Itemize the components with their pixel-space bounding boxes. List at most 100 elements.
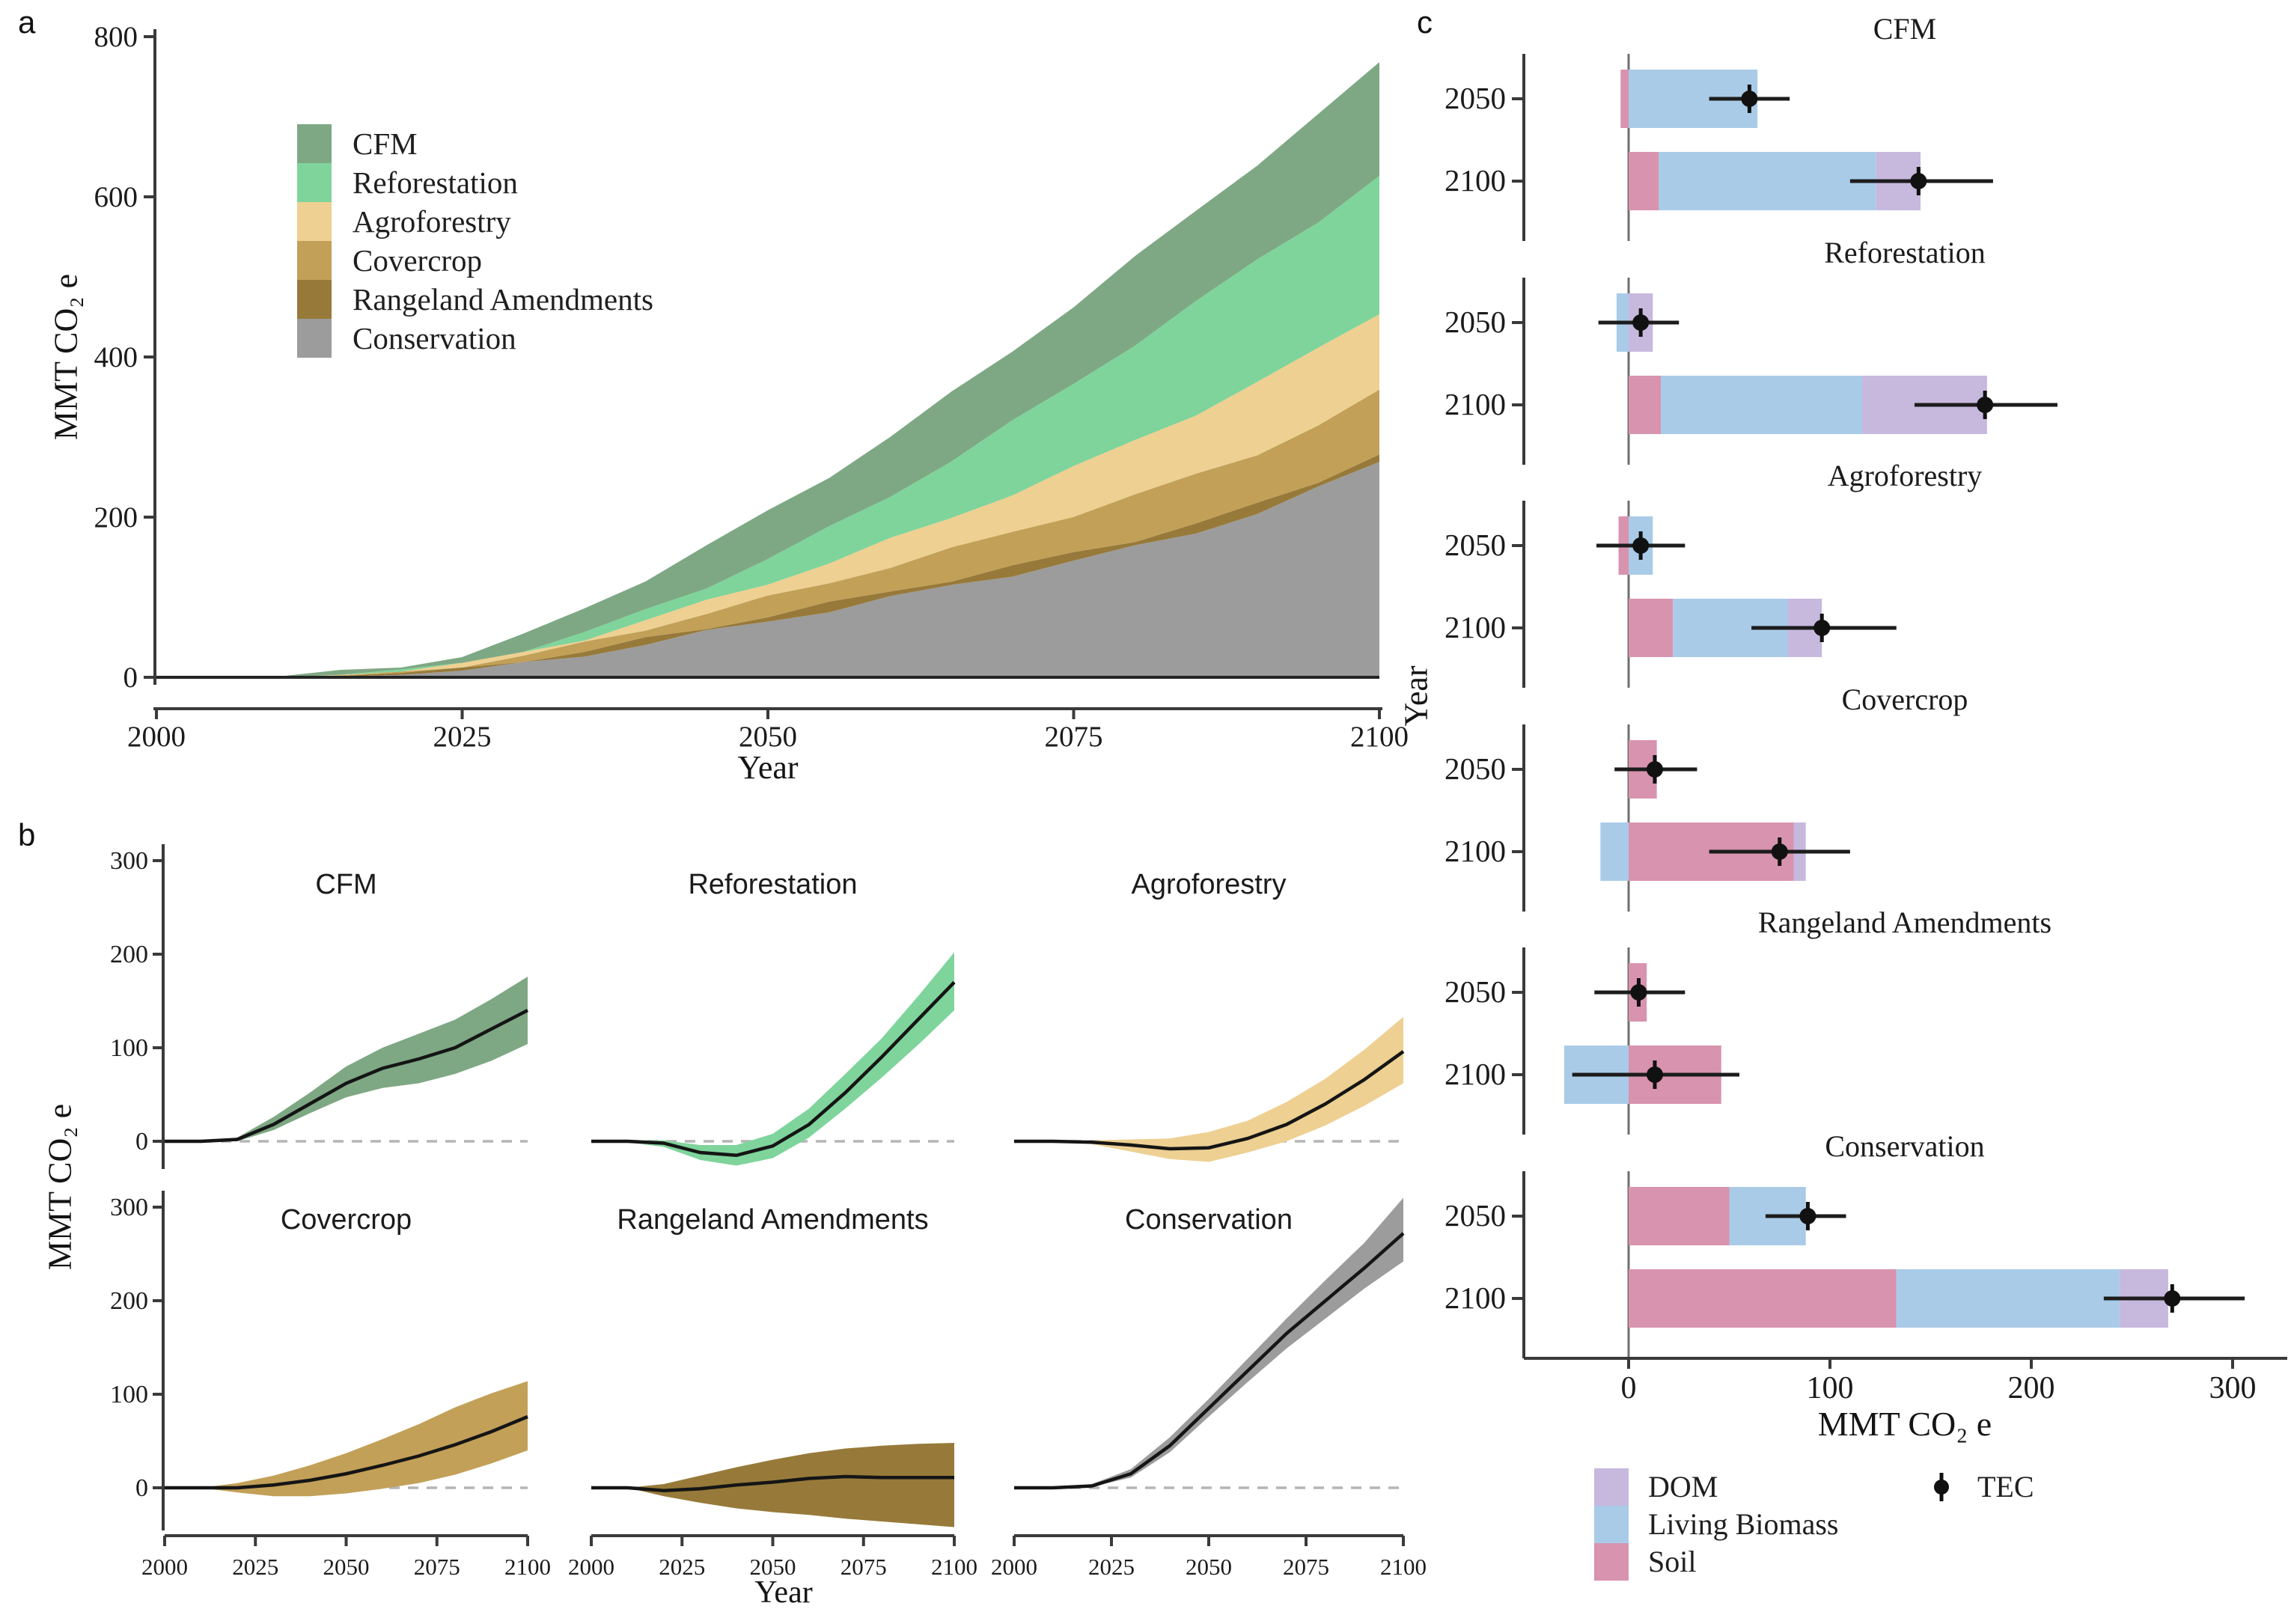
panel-c-year-label-rangeland-2100: 2100: [1445, 1057, 1506, 1091]
panel-c-year-label-agroforestry-2100: 2100: [1445, 610, 1506, 644]
legend-item-agroforestry: Agroforestry: [297, 202, 653, 241]
legend-swatch-conservation: [297, 319, 332, 358]
panel-b-x-tick-label: 2075: [414, 1554, 460, 1580]
panel-c-year-label-agroforestry-2050: 2050: [1445, 528, 1506, 562]
panel-c-y-axis-title: Year: [1397, 665, 1435, 727]
panel-c-title-covercrop: Covercrop: [1842, 683, 1968, 716]
panel-b-title-reforestation: Reforestation: [688, 869, 857, 900]
legend-label-covercrop: Covercrop: [353, 243, 483, 278]
panel-b-x-tick-label: 2050: [323, 1554, 370, 1580]
panel-a-y-tick-label: 800: [94, 21, 138, 53]
panel-label-a: a: [18, 4, 36, 40]
panel-c-title-rangeland: Rangeland Amendments: [1758, 906, 2051, 939]
panel-b-x-tick-label: 2025: [659, 1554, 705, 1580]
ribbon-reforestation: [591, 952, 954, 1166]
ribbon-rangeland: [591, 1443, 954, 1527]
legend-swatch-soil: [1594, 1543, 1629, 1581]
panel-a-legend: CFM Reforestation Agroforestry Covercrop…: [297, 124, 653, 358]
panel-c-year-label-covercrop-2050: 2050: [1445, 751, 1506, 786]
legend-label-soil: Soil: [1648, 1545, 1697, 1578]
panel-b-x-tick-label: 2075: [841, 1554, 887, 1580]
panel-c-x-axis-title: MMT CO₂ e: [1817, 1405, 1992, 1443]
legend-label-conservation: Conservation: [353, 321, 516, 355]
ribbon-conservation: [1014, 1197, 1403, 1488]
panel-b-x-tick-label: 2100: [1380, 1554, 1427, 1580]
legend-label-agroforestry: Agroforestry: [353, 204, 511, 239]
panel-c-x-tick-label: 100: [1807, 1371, 1854, 1405]
panel-b-x-tick-label: 2100: [931, 1554, 977, 1580]
legend-swatch-covercrop: [297, 241, 332, 280]
panel-a-y-tick-label: 200: [94, 501, 138, 534]
panel-b-x-tick-label: 2100: [504, 1554, 551, 1580]
bar-cfm-2100-soil: [1629, 152, 1659, 210]
panel-b-title-rangeland: Rangeland Amendments: [617, 1204, 928, 1236]
tec-point-cfm-2100: [1910, 173, 1927, 189]
legend-item-rangeland: Rangeland Amendments: [297, 280, 653, 319]
legend-item-living-biomass: Living Biomass: [1594, 1506, 1838, 1543]
legend-label-dom: DOM: [1648, 1470, 1718, 1504]
mean-line-agroforestry: [1014, 1050, 1405, 1151]
panel-c-year-label-conservation-2100: 2100: [1445, 1280, 1506, 1315]
bar-agroforestry-2100-soil: [1629, 599, 1674, 657]
ribbon-covercrop: [165, 1381, 528, 1497]
legend-item-reforestation: Reforestation: [297, 163, 653, 202]
area-cfm: [156, 61, 1379, 678]
area-reforestation: [156, 175, 1379, 677]
panel-c-title-agroforestry: Agroforestry: [1828, 459, 1983, 492]
panel-b-y-axis-title: MMT CO₂ e: [41, 1103, 79, 1271]
bar-reforestation-2100-soil: [1629, 376, 1662, 434]
panel-b-y-tick-label: 100: [110, 1381, 148, 1408]
bar-cfm-2100-biomass: [1659, 152, 1876, 210]
tec-point-conservation-2050: [1799, 1208, 1816, 1224]
panel-b-x-tick-label: 2050: [1186, 1554, 1232, 1580]
panel-a-y-tick-label: 0: [123, 662, 138, 694]
panel-b-y-tick-label: 100: [110, 1034, 148, 1062]
bar-cfm-2050-soil: [1620, 70, 1629, 128]
tec-point-covercrop-2100: [1771, 843, 1788, 860]
bar-conservation-2100-biomass: [1896, 1269, 2120, 1328]
legend-label-living-biomass: Living Biomass: [1648, 1507, 1839, 1541]
panel-b-x-axis-title: Year: [754, 1575, 813, 1610]
panel-c-tec-legend: TEC: [1925, 1468, 2034, 1506]
panel-b-x-tick-label: 2050: [750, 1554, 796, 1580]
legend-item-dom: DOM: [1594, 1468, 1838, 1506]
legend-item-cfm: CFM: [297, 124, 653, 163]
panel-b-y-tick-label: 0: [135, 1474, 148, 1502]
panel-c-year-label-cfm-2050: 2050: [1445, 81, 1506, 115]
tec-point-reforestation-2050: [1632, 314, 1650, 331]
legend-label-tec: TEC: [1977, 1470, 2034, 1504]
legend-item-soil: Soil: [1594, 1543, 1838, 1581]
panel-c-year-label-cfm-2100: 2100: [1445, 163, 1506, 198]
mean-line-rangeland: [591, 1474, 954, 1493]
ribbon-cfm: [165, 977, 528, 1141]
tec-point-conservation-2100: [2164, 1290, 2181, 1307]
panel-b-title-conservation: Conservation: [1125, 1204, 1293, 1236]
mean-line-reforestation: [591, 980, 956, 1158]
panel-b-title-cfm: CFM: [315, 869, 376, 900]
bar-reforestation-2100-biomass: [1661, 376, 1863, 434]
panel-label-c: c: [1417, 4, 1433, 40]
panel-c-x-tick-label: 0: [1621, 1371, 1637, 1405]
mean-line-covercrop: [165, 1414, 528, 1490]
panel-a-y-tick-label: 600: [94, 181, 138, 213]
area-covercrop: [156, 389, 1379, 677]
panel-a-x-axis-title: Year: [737, 749, 799, 786]
panel-c-x-tick-label: 200: [2008, 1371, 2055, 1405]
panel-c-stack-legend: DOM Living Biomass Soil: [1594, 1468, 1838, 1581]
panel-a-y-axis-title: MMT CO₂ e: [47, 273, 85, 441]
panel-c-year-label-reforestation-2050: 2050: [1445, 305, 1506, 339]
tec-point-rangeland-2100: [1646, 1066, 1663, 1083]
panel-b-y-tick-label: 300: [110, 847, 148, 875]
legend-swatch-cfm: [297, 124, 332, 163]
panel-a-x-tick-label: 2075: [1045, 721, 1103, 753]
panel-c-x-tick-label: 300: [2209, 1371, 2257, 1405]
legend-swatch-living-biomass: [1594, 1506, 1629, 1543]
panel-c-year-label-conservation-2050: 2050: [1445, 1198, 1506, 1233]
panel-b-x-tick-label: 2025: [232, 1554, 278, 1580]
area-conservation: [156, 462, 1379, 677]
panel-b-x-tick-label: 2000: [568, 1554, 614, 1580]
tec-point-reforestation-2100: [1977, 397, 1994, 413]
panel-b-y-tick-label: 300: [110, 1194, 148, 1221]
panel-a-x-tick-label: 2050: [739, 721, 797, 753]
